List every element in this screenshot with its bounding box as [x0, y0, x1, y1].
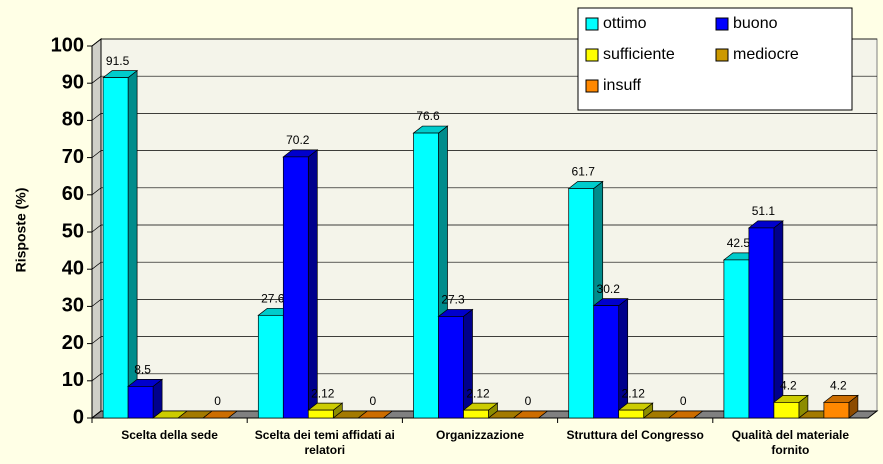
- value-label: 0: [214, 394, 221, 408]
- value-label: 51.1: [752, 204, 776, 218]
- value-label: 76.6: [416, 109, 440, 123]
- y-tick-label: 40: [62, 257, 84, 279]
- grid-line: [91, 224, 877, 233]
- value-label: 8.5: [134, 363, 151, 377]
- bar: [127, 386, 154, 419]
- legend-label: buono: [733, 15, 778, 32]
- bar: [593, 305, 620, 419]
- x-tick-label: Scelta dei temi affidati ai relatori: [254, 428, 395, 457]
- bar: [568, 188, 595, 419]
- y-axis-label: Risposte (%): [13, 188, 29, 273]
- bar: [102, 77, 129, 419]
- value-label: 2.12: [311, 386, 335, 400]
- legend-swatch: [715, 48, 729, 62]
- legend-label: ottimo: [603, 15, 647, 32]
- value-label: 91.5: [106, 54, 130, 68]
- bar-side: [307, 149, 318, 419]
- x-tick-label: Struttura del Congresso: [566, 428, 704, 442]
- value-label: 27.3: [441, 293, 465, 307]
- legend-swatch: [585, 17, 599, 31]
- x-tick-label: Qualità del materiale fornito: [731, 428, 850, 457]
- grid-line: [91, 150, 877, 158]
- legend-swatch: [585, 48, 599, 62]
- y-tick-label: 10: [62, 369, 84, 391]
- bar-top: [512, 410, 549, 419]
- legend-swatch: [715, 17, 729, 31]
- bar: [307, 409, 334, 419]
- value-label: 42.5: [727, 236, 751, 250]
- bar-top: [202, 410, 239, 419]
- value-label: 30.2: [597, 282, 621, 296]
- grid-line: [91, 261, 877, 270]
- bar: [773, 402, 800, 419]
- x-tick-label: Organizzazione: [435, 428, 524, 442]
- value-label: 4.2: [830, 379, 847, 393]
- bar: [438, 316, 464, 419]
- bar: [748, 227, 775, 419]
- bar: [618, 409, 645, 419]
- value-label: 27.6: [261, 291, 285, 305]
- value-label: 61.7: [572, 165, 596, 179]
- y-tick-label: 100: [51, 34, 84, 56]
- y-tick-label: 90: [62, 71, 84, 93]
- bar: [823, 402, 850, 419]
- y-tick-label: 70: [62, 146, 84, 168]
- value-label: 0: [680, 394, 687, 408]
- bar: [413, 132, 439, 419]
- y-tick-label: 20: [62, 332, 84, 354]
- bar: [463, 409, 489, 419]
- value-label: 4.2: [780, 379, 797, 393]
- legend-label: mediocre: [733, 46, 799, 63]
- grid-line: [91, 187, 877, 196]
- bar: [282, 156, 309, 419]
- grid-line: [91, 113, 877, 121]
- value-label: 0: [369, 394, 376, 408]
- legend-box: [577, 7, 853, 111]
- bar-side: [463, 308, 473, 419]
- legend-swatch: [585, 79, 599, 93]
- legend-label: sufficiente: [603, 46, 675, 63]
- y-tick-label: 80: [62, 109, 84, 131]
- y-tick-label: 60: [62, 183, 84, 205]
- value-label: 2.12: [466, 386, 490, 400]
- legend-label: insuff: [603, 77, 642, 94]
- value-label: 0: [525, 394, 532, 408]
- value-label: 2.12: [622, 386, 646, 400]
- value-label: 70.2: [286, 133, 310, 147]
- bar-top: [667, 410, 704, 419]
- y-tick-label: 50: [62, 220, 84, 242]
- bar: [723, 259, 750, 419]
- y-tick-label: 30: [62, 295, 84, 317]
- x-tick-label: Scelta della sede: [121, 428, 218, 442]
- bar-top: [357, 410, 394, 419]
- y-tick-label: 0: [73, 406, 84, 428]
- bar: [257, 314, 284, 419]
